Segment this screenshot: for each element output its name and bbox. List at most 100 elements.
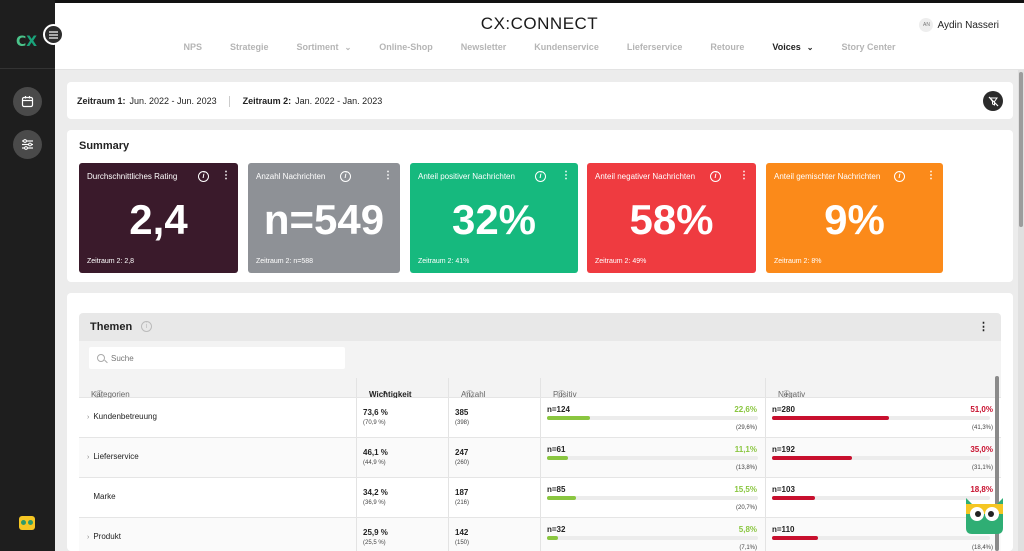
kpi-value: 2,4 <box>129 196 188 243</box>
more-options-icon[interactable]: ⋮ <box>383 170 393 181</box>
more-options-icon[interactable]: ⋮ <box>978 321 989 333</box>
col-positiv[interactable]: Positiv i <box>540 378 765 399</box>
sidebar-divider <box>0 68 55 69</box>
wichtigkeit-value: 34,2 % <box>363 488 388 497</box>
table-scrollbar[interactable] <box>995 376 999 551</box>
user-name: Aydin Nasseri <box>937 19 999 31</box>
positiv-prev: (29,6%) <box>735 425 757 431</box>
nav-item-sortiment[interactable]: Sortiment ⌄ <box>296 42 352 52</box>
col-negativ[interactable]: Negativ i <box>765 378 1001 399</box>
nav-item-nps[interactable]: NPS <box>183 42 203 52</box>
chevron-right-icon[interactable]: › <box>87 534 90 541</box>
themen-table: Kategorien i Wichtigkeit ^ Anzahl i Positiv… <box>79 378 1001 551</box>
negativ-count: n=110 <box>772 525 795 534</box>
negativ-bar-fill <box>772 496 815 500</box>
positiv-count: n=124 <box>547 405 570 414</box>
anzahl-prev: (260) <box>455 460 470 466</box>
nav-item-online-shop[interactable]: Online-Shop <box>379 42 433 52</box>
negativ-bar-fill <box>772 416 889 420</box>
negativ-bar <box>772 536 990 540</box>
positiv-bar <box>547 496 758 500</box>
more-options-icon[interactable]: ⋮ <box>739 170 749 181</box>
wichtigkeit-prev: (25,5 %) <box>363 540 386 546</box>
owl-mascot-icon[interactable] <box>962 490 1007 535</box>
kpi-card: Durchschnittliches Rating i ⋮ 2,4 Zeitraum 2… <box>79 163 238 273</box>
chevron-down-icon: ⌄ <box>806 42 814 52</box>
col-kategorien[interactable]: Kategorien i <box>91 390 130 399</box>
negativ-count: n=103 <box>772 485 795 494</box>
info-icon[interactable]: i <box>198 171 209 182</box>
anzahl-prev: (216) <box>455 500 470 506</box>
positiv-bar-fill <box>547 496 576 500</box>
period-1-value[interactable]: Jun. 2022 - Jun. 2023 <box>129 96 217 106</box>
col-anzahl[interactable]: Anzahl i <box>448 378 540 399</box>
table-row[interactable]: › Kundenbetreuung 73,6 % (70,9 %) 385 (398) n=… <box>79 398 1001 438</box>
negativ-bar <box>772 416 990 420</box>
anzahl-value: 142 <box>455 528 469 537</box>
col-wichtigkeit[interactable]: Wichtigkeit ^ <box>356 378 448 399</box>
negativ-pct: 51,0% <box>970 405 993 414</box>
negativ-prev: (41,3%) <box>971 425 993 431</box>
search-icon <box>97 354 105 362</box>
more-options-icon[interactable]: ⋮ <box>221 170 231 181</box>
more-options-icon[interactable]: ⋮ <box>561 170 571 181</box>
info-icon[interactable]: i <box>894 171 905 182</box>
kpi-value: n=549 <box>263 196 385 243</box>
page-scrollbar[interactable] <box>1018 70 1024 551</box>
table-row[interactable]: › Lieferservice 46,1 % (44,9 %) 247 (260) n=61… <box>79 438 1001 478</box>
negativ-count: n=192 <box>772 445 795 454</box>
nav-item-voices[interactable]: Voices ⌄ <box>772 42 814 52</box>
info-icon[interactable]: i <box>710 171 721 182</box>
table-row[interactable]: › Produkt 25,9 % (25,5 %) 142 (150) n=32 5,8% (7… <box>79 518 1001 551</box>
owl-icon[interactable] <box>19 516 35 530</box>
nav-item-lieferservice[interactable]: Lieferservice <box>626 42 683 52</box>
calendar-button[interactable] <box>13 87 42 116</box>
wichtigkeit-prev: (36,9 %) <box>363 500 386 506</box>
positiv-bar <box>547 456 758 460</box>
chevron-right-icon[interactable]: › <box>87 454 90 461</box>
anzahl-prev: (150) <box>455 540 470 546</box>
nav-item-strategie[interactable]: Strategie <box>230 42 269 52</box>
positiv-prev: (13,8%) <box>735 465 757 471</box>
info-icon[interactable]: i <box>340 171 351 182</box>
nav-item-retoure[interactable]: Retoure <box>710 42 745 52</box>
category-name: Produkt <box>93 532 121 541</box>
app-logo: CX <box>16 34 38 50</box>
positiv-pct: 5,8% <box>738 525 757 534</box>
negativ-count: n=280 <box>772 405 795 414</box>
wichtigkeit-prev: (70,9 %) <box>363 420 386 426</box>
summary-title: Summary <box>79 140 130 152</box>
kpi-value: 32% <box>451 196 537 243</box>
positiv-bar-fill <box>547 456 568 460</box>
search-input[interactable] <box>89 347 345 369</box>
period-2-value[interactable]: Jan. 2022 - Jan. 2023 <box>295 96 383 106</box>
kpi-label: Anteil gemischter Nachrichten <box>774 172 881 181</box>
anzahl-value: 385 <box>455 408 469 417</box>
nav-item-kundenservice[interactable]: Kundenservice <box>534 42 599 52</box>
negativ-bar-fill <box>772 536 818 540</box>
category-name: Marke <box>93 492 116 501</box>
positiv-count: n=32 <box>547 525 566 534</box>
kpi-comparison: Zeitraum 2: 49% <box>595 258 647 265</box>
period-1-label: Zeitraum 1: <box>77 96 126 106</box>
sort-asc-icon: ^ <box>383 390 388 399</box>
info-icon[interactable]: i <box>535 171 546 182</box>
more-options-icon[interactable]: ⋮ <box>926 170 936 181</box>
positiv-prev: (20,7%) <box>735 505 757 511</box>
filter-settings-button[interactable] <box>13 130 42 159</box>
kpi-card: Anzahl Nachrichten i ⋮ n=549 Zeitraum 2: n=5… <box>248 163 400 273</box>
chevron-right-icon[interactable]: › <box>87 414 90 421</box>
kpi-label: Anteil negativer Nachrichten <box>595 172 696 181</box>
menu-toggle-button[interactable] <box>43 24 64 45</box>
nav-item-newsletter[interactable]: Newsletter <box>460 42 507 52</box>
sliders-icon <box>22 139 33 150</box>
positiv-count: n=85 <box>547 485 566 494</box>
user-menu[interactable]: AN Aydin Nasseri <box>919 18 999 32</box>
negativ-bar <box>772 456 990 460</box>
info-icon[interactable]: i <box>141 321 152 332</box>
wichtigkeit-prev: (44,9 %) <box>363 460 386 466</box>
nav-item-story-center[interactable]: Story Center <box>841 42 896 52</box>
clear-filter-button[interactable] <box>983 91 1003 111</box>
kpi-value: 9% <box>824 196 885 243</box>
